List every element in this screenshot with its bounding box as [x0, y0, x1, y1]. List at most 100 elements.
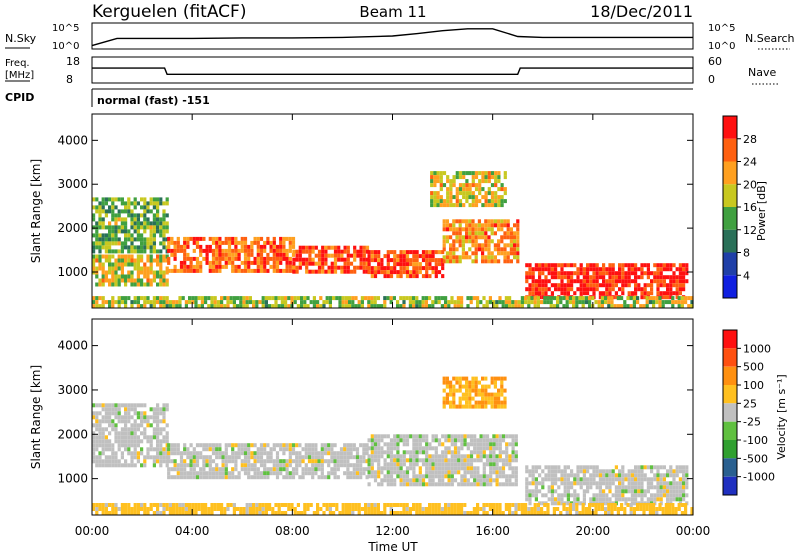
heatmap-cell	[124, 435, 128, 440]
heatmap-cell	[469, 511, 473, 515]
heatmap-cell	[525, 493, 529, 498]
heatmap-cell	[643, 465, 647, 470]
heatmap-cell	[143, 503, 147, 507]
heatmap-cell	[498, 296, 502, 301]
heatmap-cell	[173, 475, 177, 480]
heatmap-cell	[292, 257, 296, 262]
heatmap-cell	[367, 438, 371, 443]
heatmap-cell	[415, 511, 419, 515]
heatmap-cell	[442, 243, 446, 248]
heatmap-cell	[528, 501, 532, 506]
heatmap-cell	[320, 459, 324, 464]
heatmap-cell	[586, 485, 590, 490]
heatmap-cell	[149, 447, 153, 452]
heatmap-cell	[380, 466, 384, 471]
heatmap-cell	[621, 291, 625, 296]
heatmap-cell	[92, 304, 96, 309]
heatmap-cell	[461, 396, 465, 401]
heatmap-cell	[610, 296, 614, 301]
heatmap-cell	[444, 474, 448, 479]
heatmap-cell	[415, 450, 419, 455]
heatmap-cell	[634, 283, 638, 288]
heatmap-cell	[677, 296, 681, 301]
heatmap-cell	[229, 503, 233, 507]
heatmap-cell	[573, 263, 577, 268]
heatmap-cell	[127, 274, 131, 279]
heatmap-cell	[308, 261, 312, 266]
heatmap-cell	[488, 300, 492, 305]
heatmap-cell	[636, 300, 640, 305]
heatmap-cell	[490, 171, 495, 176]
heatmap-cell	[370, 270, 374, 275]
heatmap-cell	[460, 466, 464, 471]
heatmap-cell	[437, 458, 442, 463]
heatmap-cell	[508, 458, 512, 463]
heatmap-cell	[481, 251, 485, 256]
heatmap-cell	[263, 244, 267, 249]
heatmap-cell	[602, 469, 606, 474]
heatmap-cell	[149, 245, 153, 250]
heatmap-cell	[674, 300, 678, 305]
heatmap-cell	[415, 296, 419, 301]
heatmap-cell	[393, 442, 397, 447]
heatmap-cell	[589, 473, 593, 478]
heatmap-cell	[337, 249, 341, 254]
heatmap-cell	[409, 450, 413, 455]
heatmap-cell	[346, 257, 350, 262]
heatmap-cell	[637, 481, 641, 486]
heatmap-cell	[444, 304, 448, 309]
heatmap-cell	[261, 300, 265, 305]
heatmap-cell	[565, 507, 569, 511]
heatmap-cell	[127, 278, 131, 283]
heatmap-cell	[393, 458, 397, 463]
heatmap-band-0	[92, 197, 169, 254]
heatmap-cell	[140, 411, 144, 416]
heatmap-cell	[167, 447, 171, 452]
heatmap-cell	[287, 296, 291, 301]
heatmap-cell	[175, 507, 179, 511]
heatmap-cell	[497, 243, 501, 248]
heatmap-cell	[224, 459, 228, 464]
heatmap-cell	[179, 455, 184, 460]
heatmap-cell	[127, 237, 131, 242]
heatmap-cell	[272, 268, 276, 273]
heatmap-cell	[224, 236, 228, 241]
heatmap-cell	[458, 199, 463, 204]
heatmap-cell	[159, 304, 163, 309]
heatmap-cell	[582, 279, 586, 284]
heatmap-cell	[373, 446, 378, 451]
heatmap-cell	[377, 262, 381, 267]
heatmap-cell	[98, 262, 102, 267]
heatmap-cell	[240, 268, 244, 273]
heatmap-cell	[505, 442, 509, 447]
heatmap-cell	[584, 300, 588, 305]
heatmap-cell	[589, 481, 593, 486]
heatmap-cell	[234, 268, 238, 273]
heatmap-cell	[311, 455, 315, 460]
heatmap-cell	[215, 463, 219, 468]
heatmap-cell	[130, 249, 134, 254]
heatmap-cell	[114, 463, 118, 468]
heatmap-cell	[272, 236, 276, 241]
heatmap-cell	[162, 447, 166, 452]
heatmap-cell	[136, 403, 140, 408]
heatmap-cell	[288, 443, 292, 448]
heatmap-cell	[114, 241, 118, 246]
heatmap-cell	[239, 507, 243, 511]
heatmap-cell	[421, 450, 426, 455]
heatmap-cell	[114, 229, 118, 234]
heatmap-cell	[550, 481, 554, 486]
heatmap-cell	[130, 201, 134, 206]
heatmap-cell	[434, 462, 438, 467]
heatmap-cell	[124, 233, 128, 238]
heatmap-cell	[621, 465, 625, 470]
heatmap-cell	[656, 497, 660, 502]
heatmap-cell	[266, 443, 270, 448]
heatmap-cell	[509, 247, 513, 252]
heatmap-cell	[296, 503, 300, 507]
heatmap-cell	[415, 438, 419, 443]
heatmap-cell	[579, 465, 583, 470]
heatmap-cell	[495, 304, 499, 309]
heatmap-cell	[662, 283, 666, 288]
heatmap-cell	[224, 471, 228, 476]
